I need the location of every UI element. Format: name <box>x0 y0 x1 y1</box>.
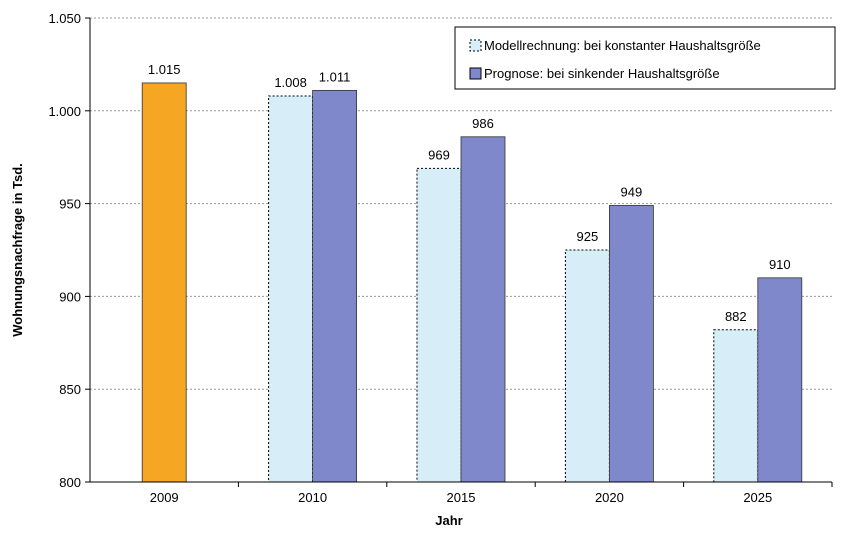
bar-modellrechnung-2015-label: 969 <box>428 147 450 162</box>
y-axis-title: Wohnungsnachfrage in Tsd. <box>10 163 25 337</box>
bar-prognose-2025-label: 910 <box>769 257 791 272</box>
y-tick-label: 1.050 <box>48 11 81 26</box>
y-tick-label: 950 <box>59 197 81 212</box>
x-tick-label: 2009 <box>150 490 179 505</box>
bar-modellrechnung-2025 <box>713 329 759 483</box>
legend-swatch-prognose <box>469 67 482 80</box>
axes: 800 850 900 950 1.000 1.050 2009 2010 2015 2020 20… <box>48 11 833 505</box>
bar-prognose-2020 <box>609 205 654 483</box>
bar-modellrechnung-2025-label: 882 <box>725 309 747 324</box>
x-tick-label: 2015 <box>447 490 476 505</box>
x-tick-label: 2025 <box>743 490 772 505</box>
bar-2009-label: 1.015 <box>148 62 181 77</box>
bar-prognose-2015-label: 986 <box>472 116 494 131</box>
bars <box>141 82 803 483</box>
legend-label-prognose: Prognose: bei sinkender Haushaltsgröße <box>484 66 720 81</box>
x-tick-label: 2020 <box>595 490 624 505</box>
bar-prognose-2010 <box>312 89 358 483</box>
y-tick-label: 850 <box>59 382 81 397</box>
bar-modellrechnung-2010-label: 1.008 <box>274 75 307 90</box>
bar-2009 <box>141 82 187 483</box>
legend-label-modellrechnung: Modellrechnung: bei konstanter Haushalts… <box>484 38 761 53</box>
bar-modellrechnung-2020 <box>564 249 610 483</box>
y-tick-label: 900 <box>59 289 81 304</box>
legend-box <box>454 26 836 90</box>
y-tick-label: 1.000 <box>48 104 81 119</box>
bar-modellrechnung-2015 <box>416 167 462 483</box>
bar-prognose-2015 <box>460 136 506 483</box>
legend-swatch-modellrechnung <box>469 39 482 52</box>
x-tick-label: 2010 <box>298 490 327 505</box>
bar-prognose-2010-label: 1.011 <box>319 69 351 84</box>
bar-modellrechnung-2010 <box>268 95 314 483</box>
bar-modellrechnung-2020-label: 925 <box>577 229 599 244</box>
y-tick-label: 800 <box>59 475 81 490</box>
legend: Modellrechnung: bei konstanter Haushalts… <box>454 26 836 90</box>
bar-prognose-2020-label: 949 <box>621 184 643 199</box>
data-labels: 1.015 1.008 1.011 969 986 925 949 882 910 <box>148 62 791 324</box>
bar-prognose-2025 <box>757 277 803 483</box>
x-axis-title: Jahr <box>435 513 462 528</box>
